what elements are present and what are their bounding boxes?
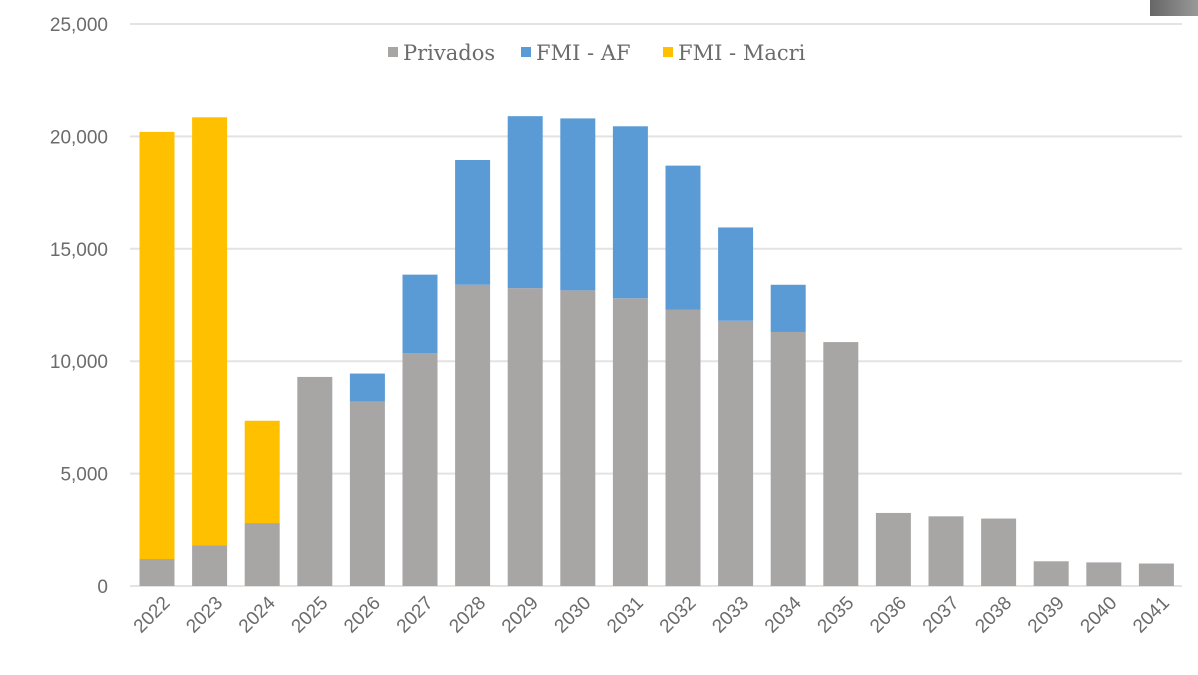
- bar-privados-2029: [507, 288, 543, 586]
- bar-privados-2030: [560, 290, 596, 586]
- bar-fmi-af-2029: [507, 116, 543, 289]
- x-tick-label: 2027: [393, 593, 438, 638]
- x-tick-label: 2030: [551, 593, 596, 638]
- legend-swatch: [388, 47, 398, 57]
- bar-fmi-af-2031: [612, 126, 648, 299]
- legend-label: FMI - Macri: [678, 41, 806, 65]
- bar-privados-2039: [1033, 561, 1069, 586]
- legend-swatch: [663, 47, 673, 57]
- x-tick-label: 2034: [761, 592, 806, 637]
- legend-label: Privados: [403, 41, 495, 65]
- bar-fmi-af-2033: [718, 227, 754, 321]
- bar-fmi-macri-2022: [139, 131, 175, 560]
- y-tick-label: 5,000: [60, 465, 108, 486]
- x-tick-label: 2038: [971, 593, 1016, 638]
- bar-privados-2027: [402, 353, 438, 586]
- x-tick-label: 2022: [130, 593, 175, 638]
- x-tick-label: 2033: [708, 593, 753, 638]
- bar-privados-2034: [770, 331, 806, 586]
- x-tick-label: 2026: [340, 593, 385, 638]
- bar-fmi-af-2027: [402, 274, 438, 354]
- bar-fmi-af-2028: [455, 160, 491, 285]
- bar-privados-2041: [1138, 563, 1174, 586]
- bar-fmi-af-2032: [665, 165, 701, 310]
- bar-privados-2033: [718, 320, 754, 586]
- y-tick-label: 15,000: [50, 240, 108, 261]
- bar-privados-2024: [244, 523, 280, 586]
- x-tick-label: 2039: [1024, 593, 1069, 638]
- bar-privados-2040: [1086, 562, 1122, 586]
- y-tick-label: 25,000: [50, 15, 108, 36]
- x-tick-label: 2036: [866, 593, 911, 638]
- bar-privados-2032: [665, 309, 701, 586]
- bar-privados-2038: [981, 518, 1017, 586]
- bar-privados-2037: [928, 516, 964, 586]
- x-tick-label: 2024: [235, 592, 280, 637]
- bar-privados-2023: [192, 545, 228, 586]
- x-tick-label: 2029: [498, 593, 543, 638]
- x-tick-label: 2023: [182, 593, 227, 638]
- x-tick-label: 2032: [656, 593, 701, 638]
- watermark-logo: [1150, 0, 1198, 16]
- x-tick-label: 2040: [1077, 593, 1122, 638]
- y-tick-label: 0: [97, 577, 108, 598]
- bar-fmi-macri-2024: [244, 420, 280, 524]
- bar-fmi-macri-2023: [192, 117, 228, 546]
- y-tick-label: 20,000: [50, 127, 108, 148]
- bar-privados-2031: [612, 298, 648, 586]
- bar-fmi-af-2026: [349, 373, 385, 402]
- x-tick-label: 2031: [603, 593, 648, 638]
- bar-privados-2028: [455, 284, 491, 586]
- bar-privados-2035: [823, 342, 859, 586]
- x-tick-label: 2041: [1129, 593, 1174, 638]
- bar-privados-2022: [139, 559, 175, 586]
- x-tick-label: 2037: [919, 593, 964, 638]
- bar-fmi-af-2034: [770, 284, 806, 332]
- legend-swatch: [521, 47, 531, 57]
- bar-privados-2025: [297, 376, 333, 586]
- x-tick-label: 2028: [445, 593, 490, 638]
- y-tick-label: 10,000: [50, 352, 108, 373]
- x-tick-label: 2025: [288, 593, 333, 638]
- bar-fmi-af-2030: [560, 118, 596, 291]
- x-tick-label: 2035: [814, 593, 859, 638]
- bar-privados-2036: [875, 512, 911, 586]
- legend-label: FMI - AF: [536, 41, 631, 65]
- bar-privados-2026: [349, 401, 385, 586]
